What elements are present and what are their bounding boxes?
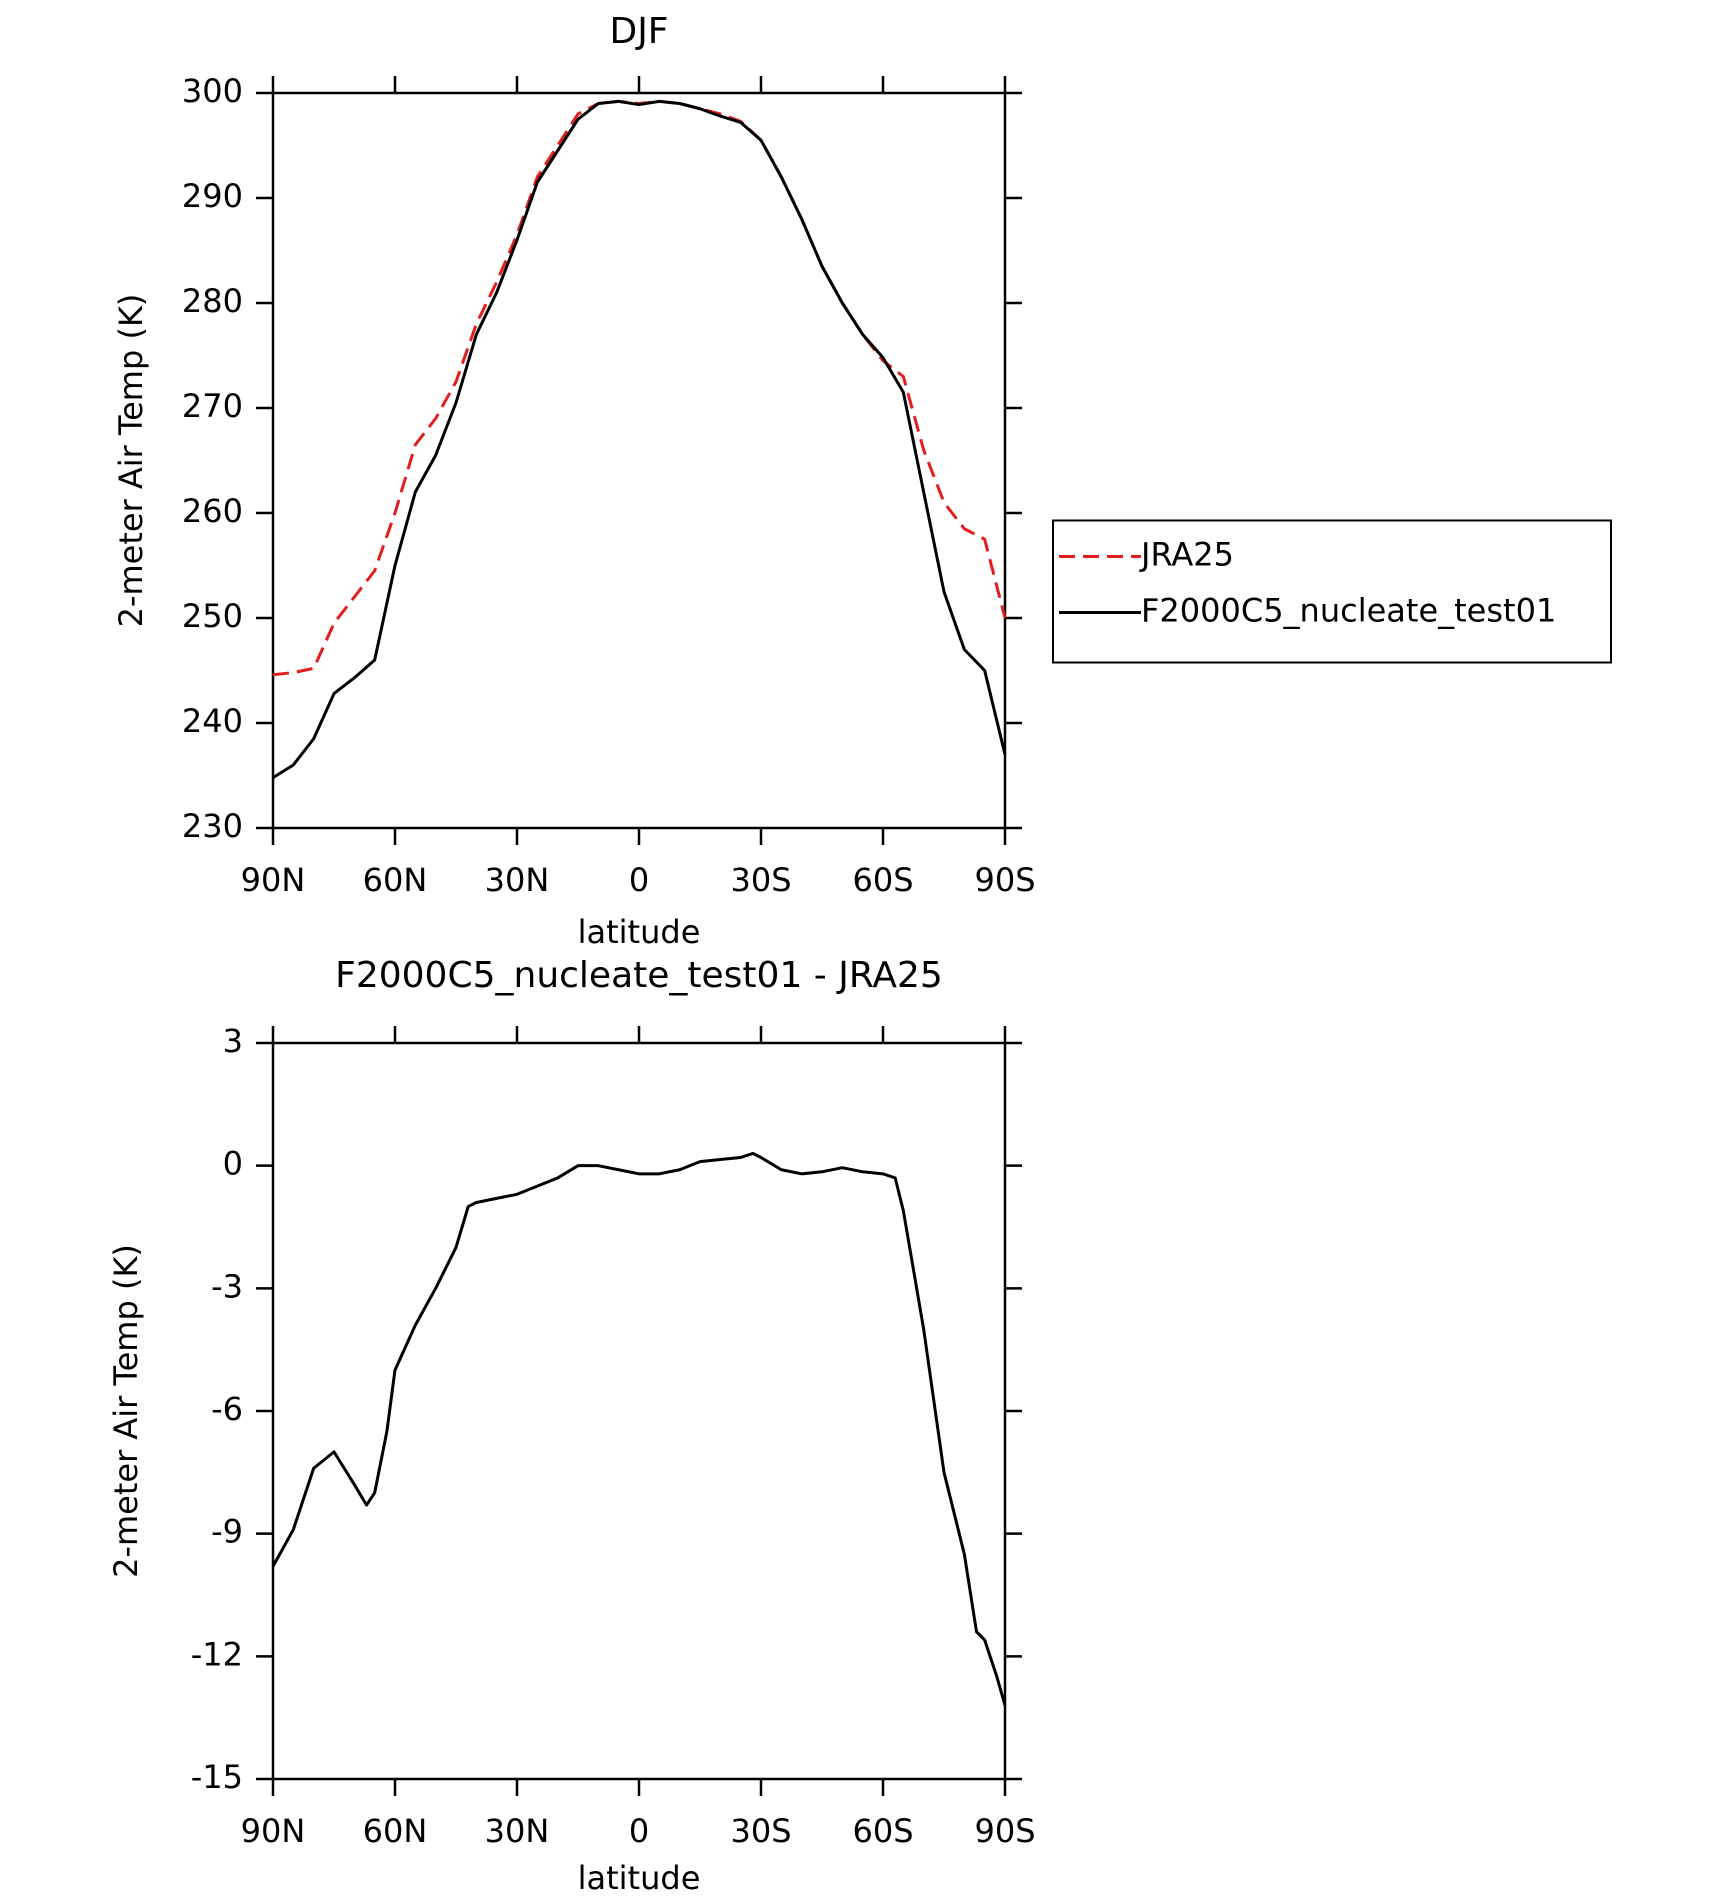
x-axis-label: latitude: [578, 913, 701, 951]
plot-frame: [271, 91, 1007, 830]
x-tick-label: 90N: [241, 861, 306, 899]
line-series: [272, 99, 1007, 677]
x-tick-label: 90S: [974, 861, 1035, 899]
x-tick-label: 0: [629, 861, 649, 899]
line-series: [271, 1151, 1007, 1706]
x-tick-label: 60N: [363, 1812, 428, 1850]
x-tick-label: 60S: [852, 861, 913, 899]
y-tick-label: -9: [211, 1513, 243, 1551]
y-tick-label: 260: [182, 492, 243, 530]
y-tick-label: 290: [182, 177, 243, 215]
y-tick-label: 250: [182, 597, 243, 635]
y-axis-label: 2-meter Air Temp (K): [107, 1244, 145, 1578]
x-tick-label: 30S: [730, 1812, 791, 1850]
x-axis-label: latitude: [578, 1859, 701, 1894]
line-series: [272, 99, 1007, 779]
chart-title: F2000C5_nucleate_test01 - JRA25: [335, 955, 943, 996]
legend-label: JRA25: [1139, 536, 1234, 574]
y-tick-label: -15: [191, 1758, 243, 1796]
y-tick-label: 0: [223, 1145, 243, 1183]
legend-box: [1052, 519, 1612, 664]
y-tick-label: 240: [182, 702, 243, 740]
y-tick-label: 300: [182, 72, 243, 110]
x-tick-label: 90S: [974, 1812, 1035, 1850]
x-tick-label: 90N: [241, 1812, 306, 1850]
y-axis-label: 2-meter Air Temp (K): [112, 294, 150, 628]
x-tick-label: 30N: [485, 861, 550, 899]
x-tick-label: 0: [629, 1812, 649, 1850]
x-tick-label: 30N: [485, 1812, 550, 1850]
y-tick-label: 3: [223, 1022, 243, 1060]
legend-label: F2000C5_nucleate_test01: [1141, 592, 1556, 630]
chart-title: DJF: [609, 11, 668, 52]
y-tick-label: -12: [191, 1635, 243, 1673]
x-tick-label: 60N: [363, 861, 428, 899]
y-tick-label: 280: [182, 282, 243, 320]
y-tick-label: -3: [211, 1267, 243, 1305]
y-tick-label: 230: [182, 807, 243, 845]
x-tick-label: 60S: [852, 1812, 913, 1850]
plot-frame: [271, 1041, 1007, 1781]
y-tick-label: 270: [182, 387, 243, 425]
y-tick-label: -6: [211, 1390, 243, 1428]
x-tick-label: 30S: [730, 861, 791, 899]
